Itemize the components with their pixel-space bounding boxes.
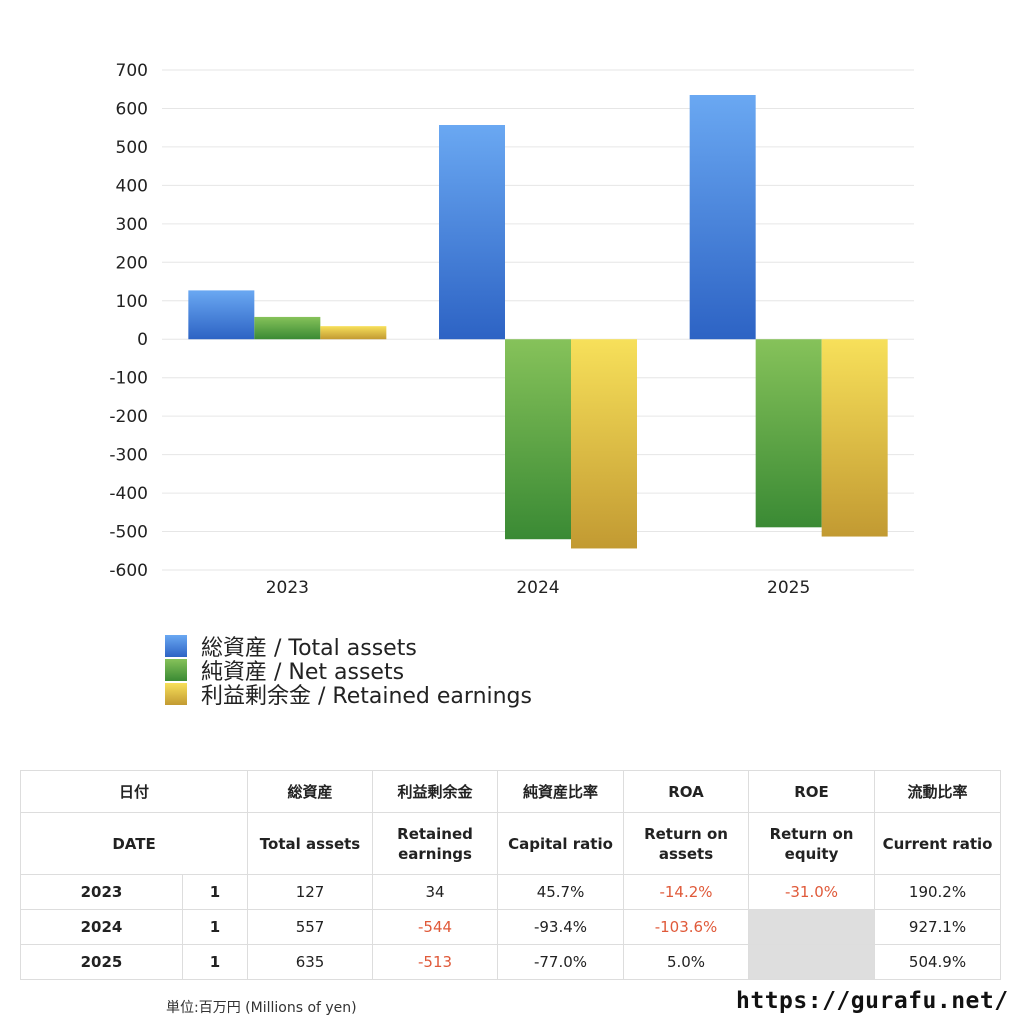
cell-retained-earnings: -544 <box>372 909 499 945</box>
y-tick-label: 300 <box>116 215 148 235</box>
x-tick-label: 2023 <box>266 578 309 598</box>
y-tick-label: -200 <box>109 407 148 427</box>
y-tick-label: 500 <box>116 138 148 158</box>
header-retained-earnings-en: Retained earnings <box>372 812 499 875</box>
header-roe-jp: ROE <box>748 770 876 813</box>
y-tick-label: -500 <box>109 523 148 543</box>
legend-swatch-retained-earnings <box>165 683 187 705</box>
x-axis-ticks: 2023 2024 2025 <box>266 578 811 598</box>
header-retained-earnings-jp: 利益剰余金 <box>372 770 499 813</box>
bars <box>188 95 888 549</box>
header-roa-en: Return on assets <box>623 812 750 875</box>
bar-total-assets <box>188 290 255 340</box>
cell-retained-earnings: -513 <box>372 944 499 980</box>
header-total-assets-jp: 総資産 <box>247 770 374 813</box>
cell-total-assets: 127 <box>247 874 374 910</box>
legend-item-retained-earnings: 利益剰余金 / Retained earnings <box>165 682 532 709</box>
cell-roa: 5.0% <box>623 944 750 980</box>
bar-net-assets <box>505 339 571 540</box>
bar-net-assets <box>755 339 822 528</box>
cell-roe: -31.0% <box>748 874 876 910</box>
bar-net-assets <box>254 316 321 340</box>
cell-roa: -14.2% <box>623 874 750 910</box>
y-tick-label: 100 <box>116 292 148 312</box>
header-date-en: DATE <box>19 812 249 875</box>
cell-roa: -103.6% <box>623 909 750 945</box>
bar-total-assets <box>439 125 505 340</box>
legend-label-total-assets: 総資産 / Total assets <box>201 636 417 661</box>
bar-retained-earnings <box>320 326 387 340</box>
cell-year: 2023 <box>20 874 183 910</box>
header-date-jp: 日付 <box>19 770 249 813</box>
cell-count: 1 <box>181 909 249 945</box>
table-header-jp: 日付 総資産 利益剰余金 純資産比率 ROA ROE 流動比率 <box>19 770 1002 813</box>
header-current-ratio-jp: 流動比率 <box>874 770 1002 813</box>
header-roa-jp: ROA <box>623 770 750 813</box>
cell-capital-ratio: -77.0% <box>497 944 625 980</box>
legend-item-total-assets: 総資産 / Total assets <box>165 634 532 661</box>
y-axis-ticks: 700 600 500 400 300 200 100 0 -100 -200 -300 -400 -5… <box>109 61 148 581</box>
cell-roe <box>748 944 876 980</box>
cell-count: 1 <box>181 944 249 980</box>
cell-total-assets: 635 <box>247 944 374 980</box>
y-tick-label: -400 <box>109 484 148 504</box>
header-total-assets-en: Total assets <box>247 812 374 875</box>
y-tick-label: 0 <box>137 330 148 350</box>
bar-chart: 700 600 500 400 300 200 100 0 -100 -200 -300 -400 -5… <box>109 61 914 598</box>
site-url: https://gurafu.net/ <box>736 988 1009 1014</box>
cell-retained-earnings: 34 <box>372 874 499 910</box>
header-current-ratio-en: Current ratio <box>874 812 1002 875</box>
y-tick-label: 700 <box>116 61 148 81</box>
legend-swatch-total-assets <box>165 635 187 657</box>
bar-total-assets <box>689 95 756 340</box>
header-capital-ratio-jp: 純資産比率 <box>497 770 625 813</box>
cell-capital-ratio: 45.7% <box>497 874 625 910</box>
cell-current-ratio: 927.1% <box>874 909 1002 945</box>
y-tick-label: -300 <box>109 446 148 466</box>
table-row: 2024 1 557 -544 -93.4% -103.6% 927.1% <box>20 909 1002 945</box>
bar-retained-earnings <box>821 339 888 537</box>
cell-capital-ratio: -93.4% <box>497 909 625 945</box>
y-tick-label: 600 <box>116 99 148 119</box>
legend: 総資産 / Total assets 純資産 / Net assets 利益剰余… <box>165 634 532 709</box>
table-row: 2025 1 635 -513 -77.0% 5.0% 504.9% <box>20 944 1002 980</box>
legend-label-net-assets: 純資産 / Net assets <box>201 660 405 685</box>
table-header-en: DATE Total assets Retained earnings Capi… <box>19 812 1002 875</box>
cell-roe <box>748 909 876 945</box>
cell-year: 2024 <box>20 909 183 945</box>
y-tick-label: -600 <box>109 561 148 581</box>
header-capital-ratio-en: Capital ratio <box>497 812 625 875</box>
unit-note: 単位:百万円 (Millions of yen) <box>166 1000 357 1016</box>
cell-current-ratio: 190.2% <box>874 874 1002 910</box>
cell-count: 1 <box>181 874 249 910</box>
bar-retained-earnings <box>571 339 637 549</box>
y-tick-label: 400 <box>116 176 148 196</box>
table-row: 2023 1 127 34 45.7% -14.2% -31.0% 190.2% <box>20 874 1002 910</box>
cell-total-assets: 557 <box>247 909 374 945</box>
y-tick-label: 200 <box>116 253 148 273</box>
x-tick-label: 2025 <box>767 578 810 598</box>
cell-year: 2025 <box>20 944 183 980</box>
header-roe-en: Return on equity <box>748 812 876 875</box>
y-tick-label: -100 <box>109 369 148 389</box>
legend-item-net-assets: 純資産 / Net assets <box>165 658 532 685</box>
x-tick-label: 2024 <box>516 578 559 598</box>
cell-current-ratio: 504.9% <box>874 944 1002 980</box>
legend-swatch-net-assets <box>165 659 187 681</box>
legend-label-retained-earnings: 利益剰余金 / Retained earnings <box>201 684 532 709</box>
summary-table: 日付 総資産 利益剰余金 純資産比率 ROA ROE 流動比率 DATE Tot… <box>19 770 1002 980</box>
